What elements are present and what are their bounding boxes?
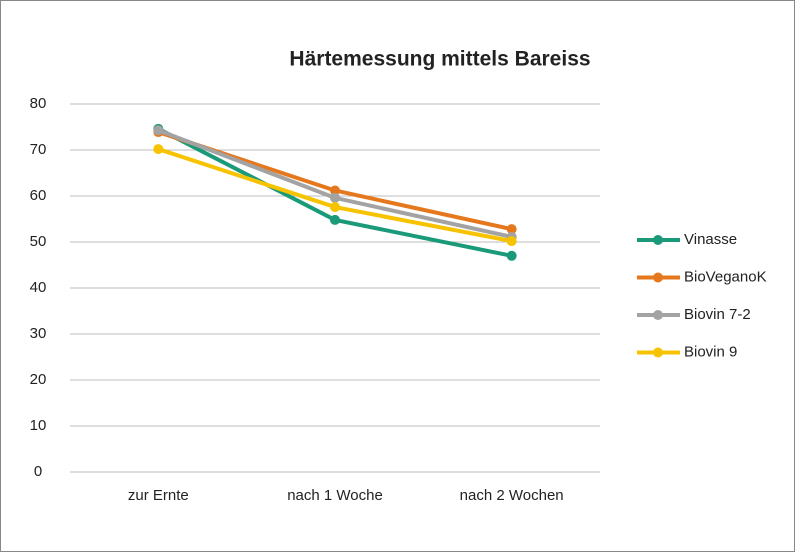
x-tick-label: zur Ernte [128,487,189,504]
data-point [153,125,164,136]
y-tick-label: 40 [30,279,47,296]
chart-title: Härtemessung mittels Bareiss [289,48,590,71]
data-point [506,236,517,247]
legend-marker [653,235,663,245]
y-tick-label: 50 [30,233,47,250]
legend-label: Biovin 9 [684,343,737,360]
y-tick-label: 80 [30,95,47,112]
legend-label: BioVeganoK [684,268,767,285]
x-tick-label: nach 2 Wochen [460,487,564,504]
legend-label: Vinasse [684,231,737,248]
data-point [506,224,517,235]
data-point [330,214,340,225]
y-tick-label: 70 [30,141,47,158]
data-point [153,144,164,155]
legend-marker [653,347,663,358]
data-point [330,185,340,196]
legend-marker [653,310,663,320]
data-point [330,202,340,213]
y-tick-label: 30 [30,325,47,342]
data-point [330,192,340,203]
x-tick-label: nach 1 Woche [287,487,383,504]
data-point [506,250,517,261]
y-tick-label: 60 [30,187,47,204]
y-tick-label: 10 [30,417,47,434]
legend-label: Biovin 7-2 [684,306,751,323]
y-tick-label: 20 [30,371,47,388]
legend-marker [653,272,663,283]
y-tick-label: 0 [34,463,42,480]
